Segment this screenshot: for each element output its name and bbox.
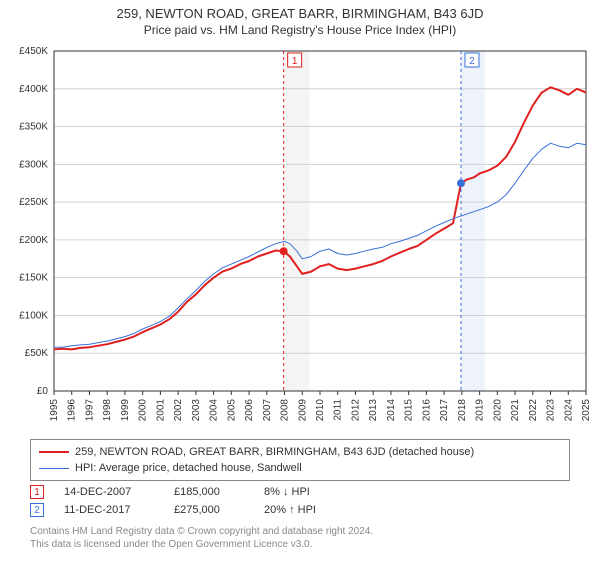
svg-text:1995: 1995 — [49, 399, 60, 422]
svg-text:£400K: £400K — [19, 84, 48, 95]
footer-line-2: This data is licensed under the Open Gov… — [30, 538, 570, 551]
svg-text:2000: 2000 — [138, 399, 149, 422]
sale-date: 11-DEC-2017 — [64, 504, 154, 516]
svg-text:2025: 2025 — [581, 399, 592, 422]
svg-text:1997: 1997 — [84, 399, 95, 422]
svg-text:£150K: £150K — [19, 273, 48, 284]
svg-text:2012: 2012 — [350, 399, 361, 422]
sale-row: 2 11-DEC-2017 £275,000 20% ↑ HPI — [30, 503, 570, 517]
svg-text:2018: 2018 — [457, 399, 468, 422]
svg-text:£100K: £100K — [19, 310, 48, 321]
svg-text:1998: 1998 — [102, 399, 113, 422]
sale-price: £275,000 — [174, 504, 244, 516]
svg-text:2004: 2004 — [209, 399, 220, 422]
svg-text:£350K: £350K — [19, 122, 48, 133]
svg-text:2023: 2023 — [546, 399, 557, 422]
sale-row: 1 14-DEC-2007 £185,000 8% ↓ HPI — [30, 485, 570, 499]
svg-text:£50K: £50K — [25, 348, 49, 359]
svg-text:2010: 2010 — [315, 399, 326, 422]
svg-text:1999: 1999 — [120, 399, 131, 422]
legend-label: 259, NEWTON ROAD, GREAT BARR, BIRMINGHAM… — [75, 446, 474, 458]
svg-text:£300K: £300K — [19, 159, 48, 170]
sale-date: 14-DEC-2007 — [64, 486, 154, 498]
svg-text:2006: 2006 — [244, 399, 255, 422]
svg-text:2022: 2022 — [528, 399, 539, 422]
page-title: 259, NEWTON ROAD, GREAT BARR, BIRMINGHAM… — [0, 6, 600, 21]
svg-text:2: 2 — [469, 56, 475, 67]
sale-price: £185,000 — [174, 486, 244, 498]
svg-text:£250K: £250K — [19, 197, 48, 208]
legend-swatch — [39, 451, 69, 453]
svg-text:2013: 2013 — [368, 399, 379, 422]
svg-text:2001: 2001 — [155, 399, 166, 422]
svg-text:2008: 2008 — [280, 399, 291, 422]
legend-swatch — [39, 468, 69, 469]
svg-text:£200K: £200K — [19, 235, 48, 246]
svg-text:2020: 2020 — [492, 399, 503, 422]
legend-label: HPI: Average price, detached house, Sand… — [75, 462, 302, 474]
svg-text:2011: 2011 — [333, 399, 344, 421]
svg-text:2009: 2009 — [297, 399, 308, 422]
svg-text:£450K: £450K — [19, 46, 48, 57]
svg-text:2015: 2015 — [404, 399, 415, 422]
svg-text:£0: £0 — [37, 386, 49, 397]
price-chart: £0 £50K £100K £150K £200K £250K £300K £350K £400… — [0, 43, 600, 433]
svg-text:2007: 2007 — [262, 399, 273, 422]
svg-text:2021: 2021 — [510, 399, 521, 422]
svg-text:2002: 2002 — [173, 399, 184, 422]
page-subtitle: Price paid vs. HM Land Registry's House … — [0, 23, 600, 37]
svg-text:2017: 2017 — [439, 399, 450, 422]
svg-text:2014: 2014 — [386, 399, 397, 422]
sales-list: 1 14-DEC-2007 £185,000 8% ↓ HPI 2 11-DEC-2017… — [0, 485, 600, 517]
sale-hpi-delta: 20% ↑ HPI — [264, 504, 344, 516]
svg-text:2016: 2016 — [421, 399, 432, 422]
footer-line-1: Contains HM Land Registry data © Crown c… — [30, 525, 570, 538]
svg-text:2024: 2024 — [563, 399, 574, 422]
legend-item: 259, NEWTON ROAD, GREAT BARR, BIRMINGHAM… — [39, 444, 561, 460]
footer-attribution: Contains HM Land Registry data © Crown c… — [30, 525, 570, 551]
sale-marker: 2 — [30, 503, 44, 517]
legend: 259, NEWTON ROAD, GREAT BARR, BIRMINGHAM… — [30, 439, 570, 481]
svg-text:2019: 2019 — [475, 399, 486, 422]
legend-item: HPI: Average price, detached house, Sand… — [39, 460, 561, 476]
sale-hpi-delta: 8% ↓ HPI — [264, 486, 344, 498]
svg-text:2003: 2003 — [191, 399, 202, 422]
svg-text:1996: 1996 — [67, 399, 78, 422]
svg-text:1: 1 — [292, 56, 298, 67]
sale-marker: 1 — [30, 485, 44, 499]
svg-text:2005: 2005 — [226, 399, 237, 422]
